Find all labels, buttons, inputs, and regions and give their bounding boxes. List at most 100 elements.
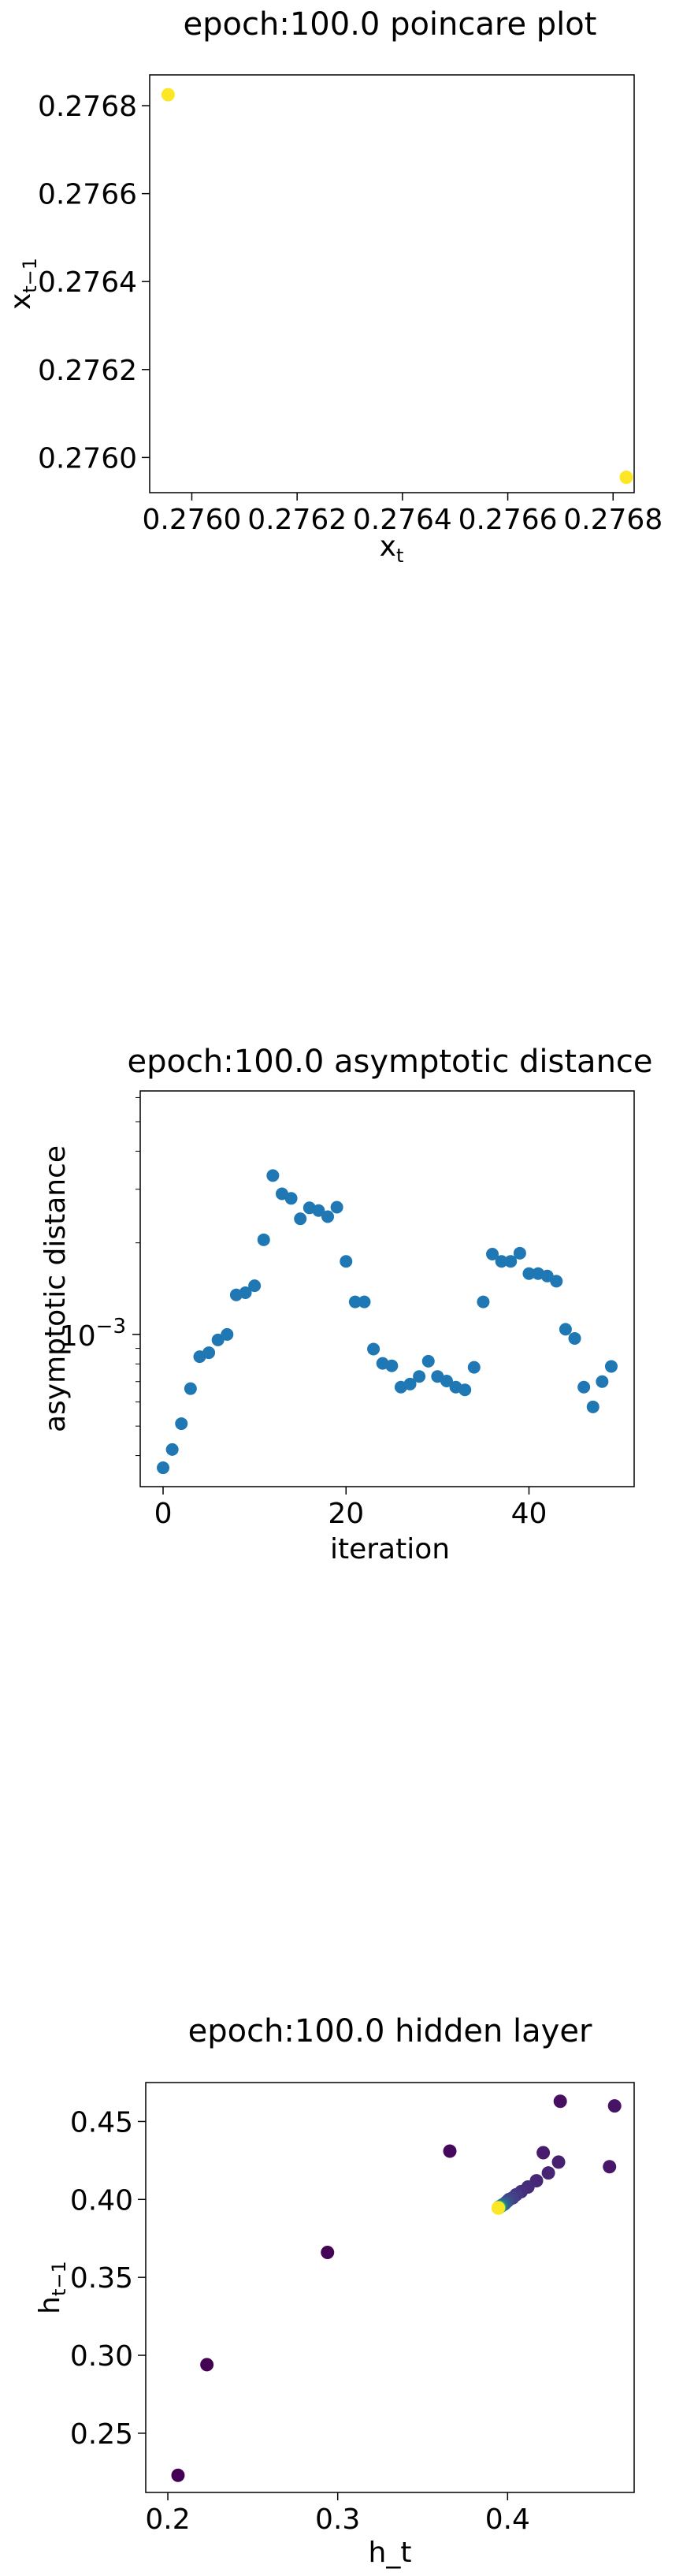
y-tick-label: 0.2766 [38, 179, 137, 211]
y-tick-label: 10−3 [60, 1315, 126, 1353]
x-tick-label: 20 [328, 1498, 364, 1530]
data-point [553, 2094, 567, 2109]
data-point [321, 2246, 335, 2260]
y-tick-label: 0.2764 [38, 266, 137, 299]
y-tick-label: 0.30 [70, 2340, 133, 2373]
data-point [491, 2201, 505, 2215]
data-point [619, 470, 633, 484]
y-axis: 0.25 0.30 0.35 0.40 0.45 [70, 2106, 146, 2451]
data-point [540, 1269, 554, 1282]
data-point [467, 1361, 481, 1374]
data-point [413, 1370, 426, 1383]
data-point [607, 2099, 622, 2113]
data-point [440, 1375, 453, 1388]
hidden-layer-chart: epoch:100.0 hidden layer 0.2 0.3 0.4 0.250… [34, 2013, 635, 2569]
plot-frame [139, 1090, 635, 1487]
data-points [157, 1169, 618, 1475]
x-tick-label: 0.4 [485, 2503, 530, 2536]
y-tick-label: 0.35 [70, 2262, 133, 2295]
data-point [221, 1327, 234, 1341]
chart-title: epoch:100.0 hidden layer [188, 2013, 592, 2049]
data-point [294, 1212, 307, 1226]
y-axis: 10−3 [60, 1096, 140, 1457]
data-point [165, 1442, 179, 1456]
y-tick-label: 0.2760 [38, 442, 137, 475]
data-point [443, 2144, 457, 2158]
data-point [284, 1192, 298, 1205]
plot-frame [149, 74, 635, 493]
data-point [321, 1210, 335, 1223]
x-axis: 0 20 40 [154, 1487, 548, 1530]
x-tick-label: 0 [154, 1498, 173, 1530]
x-axis-label: iteration [330, 1533, 450, 1565]
data-point [161, 87, 175, 102]
chart-title: epoch:100.0 asymptotic distance [127, 1044, 652, 1080]
data-point [568, 1331, 581, 1345]
data-point [248, 1279, 262, 1293]
data-point [550, 1275, 563, 1288]
data-point [477, 1295, 490, 1308]
x-tick-label: 0.2768 [563, 504, 663, 536]
data-point [312, 1204, 325, 1217]
data-point [551, 2155, 566, 2169]
plot-frame [145, 2082, 635, 2493]
data-point [171, 2468, 185, 2482]
data-point [348, 1295, 362, 1308]
data-point [522, 1267, 536, 1280]
data-point [577, 1380, 591, 1394]
y-axis-label: asymptotic distance [39, 1145, 72, 1432]
x-tick-label: 0.2766 [458, 504, 558, 536]
data-point [266, 1169, 280, 1182]
data-point [211, 1333, 225, 1346]
x-tick-label: 0.2 [145, 2503, 190, 2536]
chart-title: epoch:100.0 poincare plot [184, 6, 597, 43]
poincare-chart: epoch:100.0 poincare plot 0.2760 0.2762 0.… [5, 6, 663, 567]
x-axis: 0.2760 0.2762 0.2764 0.2766 0.2768 [142, 493, 663, 536]
x-axis-label: xt [380, 530, 404, 567]
data-point [367, 1342, 380, 1356]
y-axis-label: xt−1 [5, 258, 41, 310]
data-point [586, 1400, 599, 1413]
data-point [385, 1359, 399, 1372]
data-point [486, 1247, 499, 1260]
data-point [604, 1360, 618, 1373]
data-point [603, 2160, 617, 2174]
data-point [559, 1323, 572, 1336]
y-tick-label: 0.2768 [38, 91, 137, 123]
x-tick-label: 0.2762 [247, 504, 347, 536]
y-tick-label: 0.45 [70, 2106, 133, 2139]
data-point [200, 2358, 214, 2372]
data-point [536, 2146, 551, 2160]
data-point [458, 1383, 472, 1397]
x-axis-label: h_t [369, 2537, 412, 2569]
data-point [184, 1382, 197, 1395]
y-tick-label: 0.40 [70, 2184, 133, 2217]
x-tick-label: 0.2764 [353, 504, 452, 536]
data-point [330, 1201, 343, 1214]
data-point [257, 1233, 270, 1246]
data-point [202, 1346, 216, 1360]
x-tick-label: 0.2760 [142, 504, 241, 536]
y-axis-label: ht−1 [34, 2261, 70, 2314]
data-point [157, 1461, 170, 1475]
y-axis: 0.2760 0.2762 0.2764 0.2766 0.2768 [38, 91, 150, 475]
data-points [161, 87, 633, 484]
data-point [239, 1286, 252, 1300]
data-point [358, 1295, 371, 1308]
data-point [421, 1354, 435, 1368]
data-point [495, 1255, 508, 1268]
x-axis: 0.2 0.3 0.4 [145, 2492, 530, 2536]
asymptotic-distance-chart: epoch:100.0 asymptotic distance 0 20 40 10… [39, 1044, 653, 1565]
data-point [596, 1375, 609, 1388]
data-point [541, 2166, 555, 2180]
x-tick-label: 0.3 [315, 2503, 360, 2536]
x-tick-label: 40 [511, 1498, 548, 1530]
data-point [504, 1255, 518, 1268]
data-point [340, 1255, 353, 1268]
data-point [175, 1417, 188, 1431]
y-tick-label: 0.25 [70, 2418, 133, 2451]
data-points [171, 2094, 622, 2482]
data-point [403, 1377, 417, 1390]
data-point [513, 1246, 526, 1260]
y-tick-label: 0.2762 [38, 355, 137, 387]
